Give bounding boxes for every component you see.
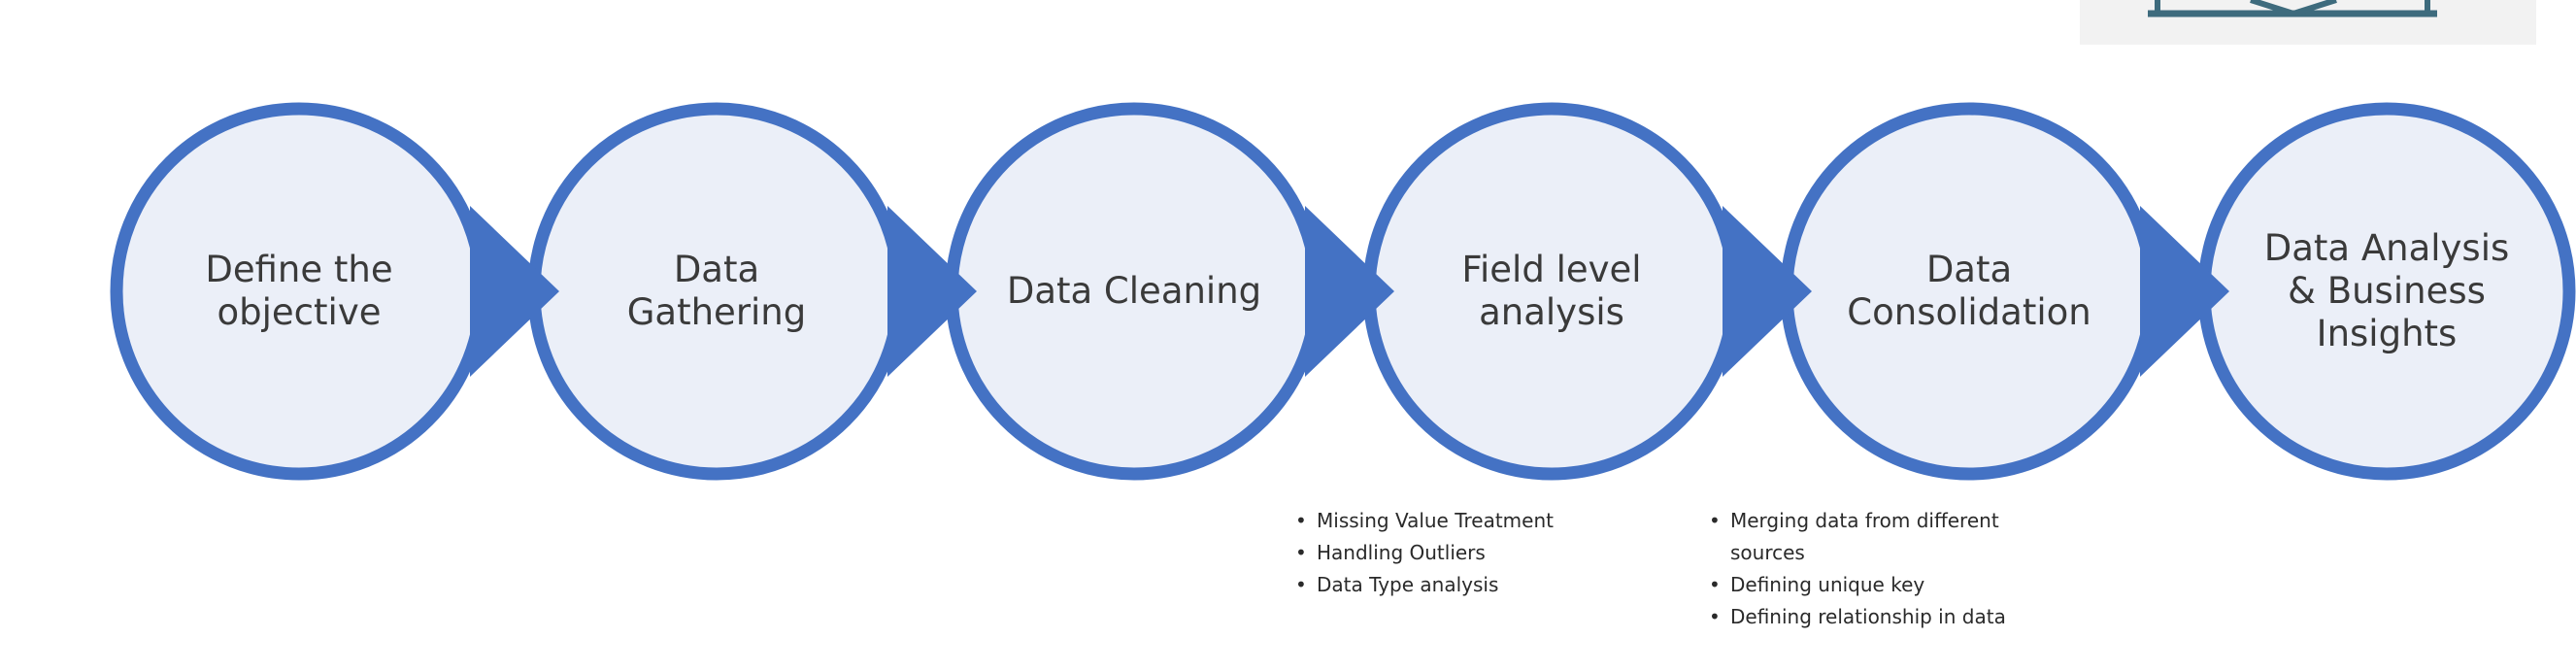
monitor-icon: [2080, 0, 2536, 45]
step-label-line: & Business: [2288, 270, 2486, 312]
arrow-tip-5: [2140, 206, 2229, 377]
step-label-line: Data Cleaning: [1007, 270, 1261, 312]
step-label-line: Insights: [2317, 313, 2458, 354]
note-merging-data: Merging data from different sources: [1707, 505, 2076, 569]
note-missing-value-treatment: Missing Value Treatment: [1293, 505, 1662, 537]
note-defining-unique-key: Defining unique key: [1707, 569, 2076, 601]
arrow-tip-1: [470, 206, 559, 377]
step-label-line: analysis: [1479, 291, 1624, 333]
step-label-line: Data Analysis: [2264, 227, 2510, 269]
note-data-type-analysis: Data Type analysis: [1293, 569, 1662, 601]
step-data-cleaning: Data Cleaning: [945, 102, 1323, 481]
step-label-line: Gathering: [627, 291, 807, 333]
arrow-tip-4: [1723, 206, 1812, 377]
arrow-tip-2: [887, 206, 977, 377]
step-label-line: Field level: [1461, 249, 1641, 290]
note-handling-outliers: Handling Outliers: [1293, 537, 1662, 569]
consolidation-notes: Merging data from different sources Defi…: [1707, 505, 2076, 633]
field-level-notes: Missing Value Treatment Handling Outlier…: [1293, 505, 1662, 601]
step-label-line: Data: [1926, 249, 2012, 290]
step-label-line: Consolidation: [1847, 291, 2091, 333]
step-label-line: objective: [217, 291, 382, 333]
monitor-icon-stand: [2250, 0, 2337, 17]
step-label-line: Data: [674, 249, 759, 290]
arrow-tip-3: [1305, 206, 1394, 377]
step-label-line: Define the: [205, 249, 392, 290]
note-defining-relationship: Defining relationship in data: [1707, 601, 2076, 633]
